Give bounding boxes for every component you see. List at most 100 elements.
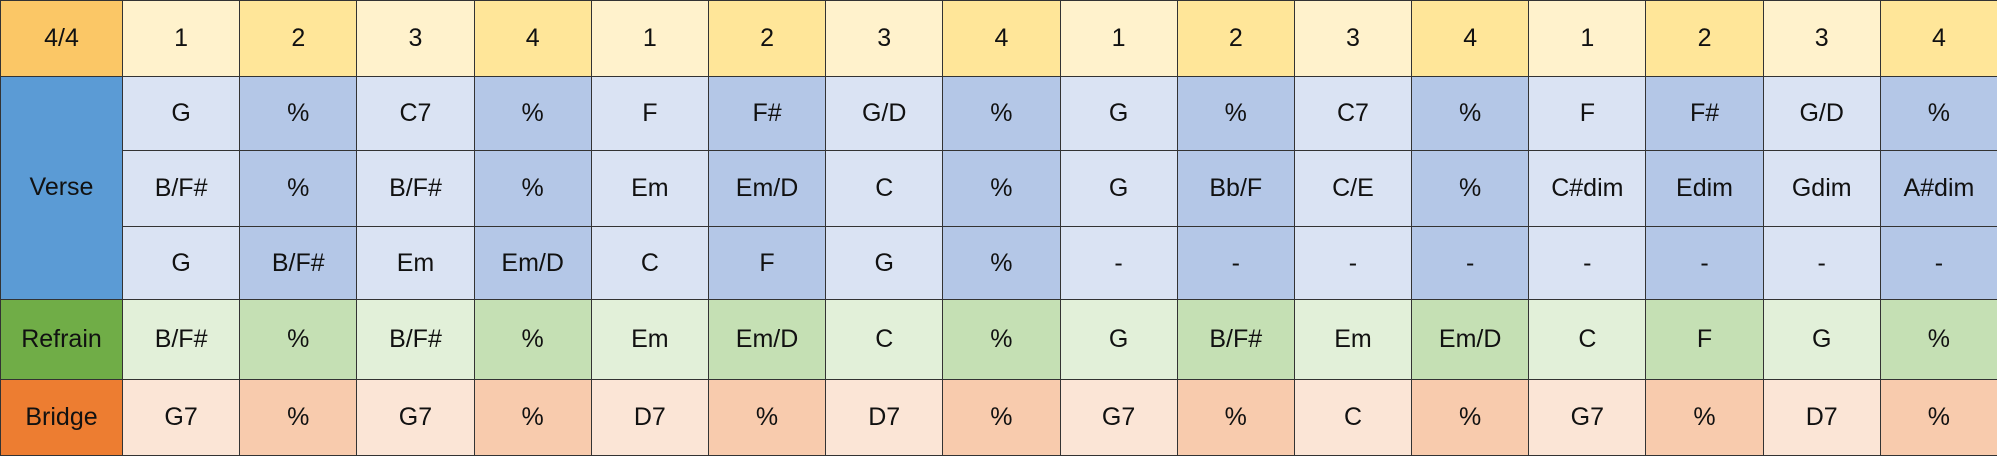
chord: G/D xyxy=(1762,76,1881,151)
beat-number: 4 xyxy=(942,0,1061,77)
chord: G7 xyxy=(122,379,241,456)
chord: F xyxy=(1528,76,1647,151)
chord: B/F# xyxy=(122,299,241,380)
chord: Bb/F xyxy=(1176,150,1295,227)
chord: C/E xyxy=(1293,150,1413,227)
beat-number: 1 xyxy=(1528,0,1647,77)
chord: % xyxy=(473,299,592,380)
chord: G/D xyxy=(825,76,944,151)
chord: % xyxy=(1879,76,1997,151)
chord: % xyxy=(1879,299,1997,380)
section-label: Bridge xyxy=(0,379,123,456)
chord: G xyxy=(1059,76,1178,151)
beat-number: 4 xyxy=(1879,0,1997,77)
chord: B/F# xyxy=(239,226,358,300)
section-label: Refrain xyxy=(0,299,123,380)
chord: B/F# xyxy=(122,150,241,227)
beat-number: 2 xyxy=(239,0,358,77)
chord: - xyxy=(1293,226,1413,300)
chord: - xyxy=(1176,226,1295,300)
chord: F# xyxy=(1645,76,1764,151)
chord: D7 xyxy=(590,379,709,456)
chord: - xyxy=(1411,226,1530,300)
chord: F xyxy=(1645,299,1764,380)
chord: C7 xyxy=(1293,76,1413,151)
chord: - xyxy=(1879,226,1997,300)
chord: Em/D xyxy=(707,299,827,380)
chord: % xyxy=(1645,379,1764,456)
chord: C xyxy=(825,150,944,227)
chord: F xyxy=(707,226,827,300)
chord: % xyxy=(473,76,592,151)
chord: F# xyxy=(707,76,827,151)
chord: G7 xyxy=(356,379,475,456)
chord: % xyxy=(239,150,358,227)
chord: G xyxy=(825,226,944,300)
beat-number: 1 xyxy=(1059,0,1178,77)
chord: C xyxy=(1293,379,1413,456)
chord: % xyxy=(1879,379,1997,456)
chord: % xyxy=(942,299,1061,380)
beat-number: 3 xyxy=(356,0,475,77)
beat-number: 3 xyxy=(1293,0,1413,77)
beat-number: 4 xyxy=(1411,0,1530,77)
chord: % xyxy=(239,299,358,380)
chord: Em xyxy=(590,299,709,380)
chord: % xyxy=(1411,150,1530,227)
chord: C xyxy=(1528,299,1647,380)
chord: Em xyxy=(1293,299,1413,380)
beat-number: 1 xyxy=(122,0,241,77)
chord: B/F# xyxy=(1176,299,1295,380)
chord: Em xyxy=(356,226,475,300)
chord: % xyxy=(942,379,1061,456)
chord: - xyxy=(1528,226,1647,300)
chord: G xyxy=(1059,150,1178,227)
chord: G7 xyxy=(1059,379,1178,456)
chord: % xyxy=(239,76,358,151)
chord: Em/D xyxy=(1411,299,1530,380)
chord: C#dim xyxy=(1528,150,1647,227)
chord: Em xyxy=(590,150,709,227)
section-label: Verse xyxy=(0,76,123,300)
chord: % xyxy=(942,76,1061,151)
chord: Gdim xyxy=(1762,150,1881,227)
chord: % xyxy=(473,150,592,227)
beat-number: 3 xyxy=(825,0,944,77)
chord: G7 xyxy=(1528,379,1647,456)
chord: A#dim xyxy=(1879,150,1997,227)
beat-number: 1 xyxy=(590,0,709,77)
chord: C xyxy=(590,226,709,300)
chord: % xyxy=(1176,76,1295,151)
chord: B/F# xyxy=(356,299,475,380)
chord: D7 xyxy=(825,379,944,456)
chord: Em/D xyxy=(707,150,827,227)
chord: B/F# xyxy=(356,150,475,227)
chord: % xyxy=(942,226,1061,300)
beat-number: 2 xyxy=(1176,0,1295,77)
chord: - xyxy=(1762,226,1881,300)
chord: - xyxy=(1059,226,1178,300)
beat-number: 3 xyxy=(1762,0,1881,77)
chord: Edim xyxy=(1645,150,1764,227)
chord: F xyxy=(590,76,709,151)
beat-number: 2 xyxy=(1645,0,1764,77)
chord: G xyxy=(122,76,241,151)
chord: % xyxy=(473,379,592,456)
chord: % xyxy=(942,150,1061,227)
chord: Em/D xyxy=(473,226,592,300)
chord: % xyxy=(239,379,358,456)
chord: D7 xyxy=(1762,379,1881,456)
chord: - xyxy=(1645,226,1764,300)
chord: % xyxy=(707,379,827,456)
chord: % xyxy=(1411,379,1530,456)
time-signature: 4/4 xyxy=(0,0,123,77)
chord: C7 xyxy=(356,76,475,151)
chord: % xyxy=(1411,76,1530,151)
chord: % xyxy=(1176,379,1295,456)
beat-number: 2 xyxy=(707,0,827,77)
chord: G xyxy=(122,226,241,300)
chord: G xyxy=(1059,299,1178,380)
beat-number: 4 xyxy=(473,0,592,77)
chord: C xyxy=(825,299,944,380)
